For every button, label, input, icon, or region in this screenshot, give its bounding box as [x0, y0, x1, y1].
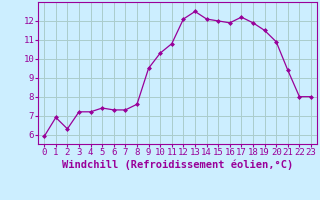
X-axis label: Windchill (Refroidissement éolien,°C): Windchill (Refroidissement éolien,°C) — [62, 160, 293, 170]
